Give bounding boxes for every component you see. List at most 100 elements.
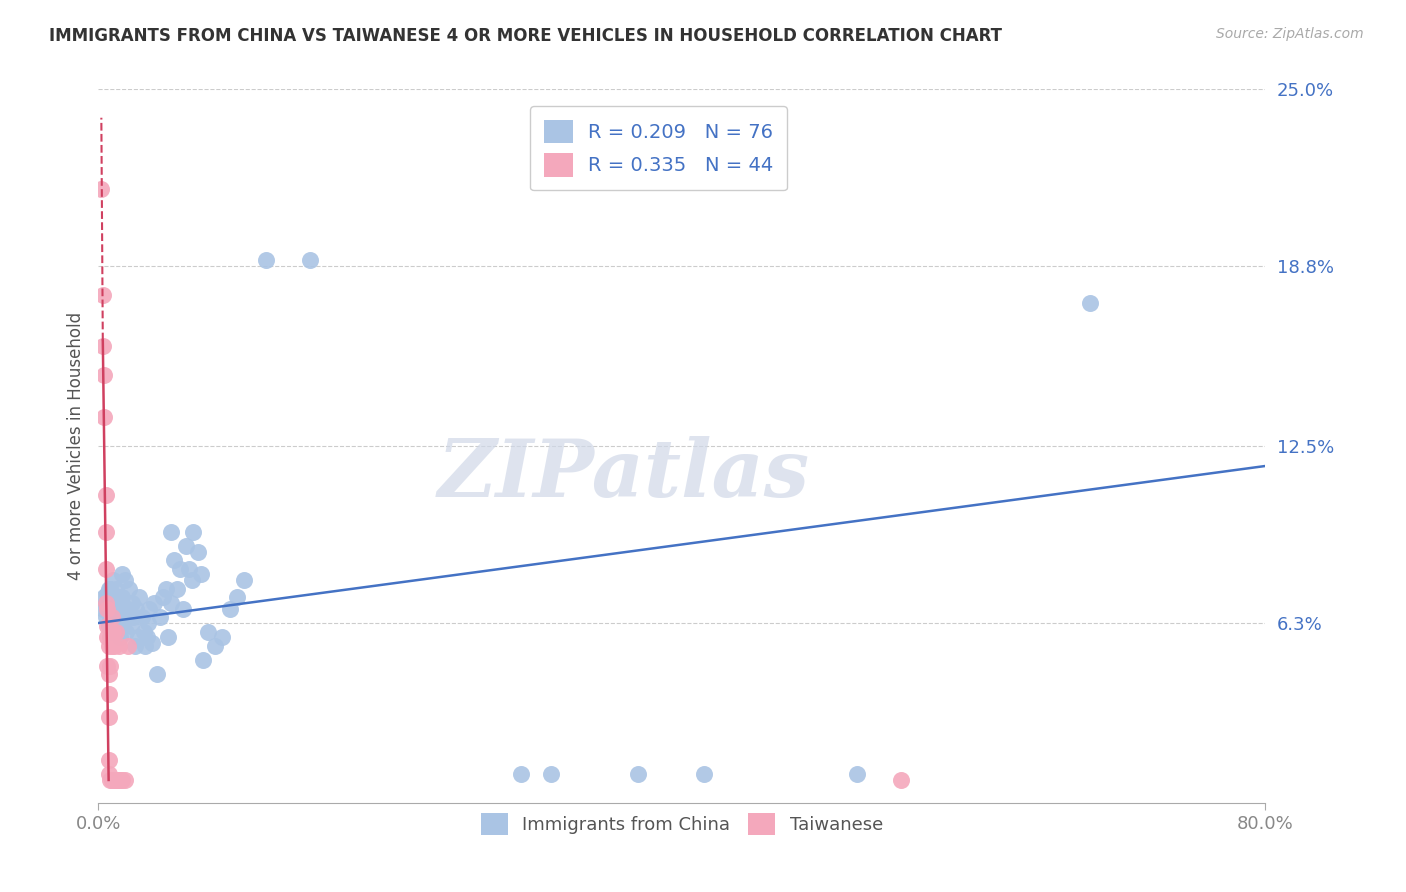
Point	[146, 667, 169, 681]
Point	[120, 619, 142, 633]
Point	[101, 596, 124, 610]
Point	[169, 562, 191, 576]
Point	[163, 553, 186, 567]
Point	[117, 639, 139, 653]
Point	[97, 582, 120, 596]
Point	[98, 772, 121, 787]
Point	[97, 619, 120, 633]
Point	[101, 573, 124, 587]
Point	[177, 562, 200, 576]
Point	[100, 639, 122, 653]
Point	[187, 544, 209, 558]
Point	[540, 767, 562, 781]
Point	[110, 601, 132, 615]
Point	[104, 582, 127, 596]
Point	[197, 624, 219, 639]
Point	[96, 601, 118, 615]
Point	[121, 596, 143, 610]
Point	[211, 630, 233, 644]
Point	[91, 287, 114, 301]
Point	[103, 639, 125, 653]
Y-axis label: 4 or more Vehicles in Household: 4 or more Vehicles in Household	[66, 312, 84, 580]
Point	[103, 591, 125, 605]
Point	[1080, 296, 1102, 310]
Point	[127, 630, 149, 644]
Point	[114, 772, 136, 787]
Point	[97, 753, 120, 767]
Point	[105, 596, 128, 610]
Point	[181, 524, 204, 539]
Point	[124, 639, 146, 653]
Point	[105, 772, 128, 787]
Point	[104, 601, 127, 615]
Point	[108, 639, 131, 653]
Point	[90, 182, 112, 196]
Point	[98, 610, 121, 624]
Point	[110, 772, 132, 787]
Point	[96, 630, 118, 644]
Point	[142, 596, 165, 610]
Point	[111, 567, 134, 582]
Point	[122, 610, 145, 624]
Point	[97, 601, 120, 615]
Point	[180, 573, 202, 587]
Point	[104, 772, 127, 787]
Point	[218, 601, 240, 615]
Point	[128, 591, 150, 605]
Point	[254, 253, 277, 268]
Point	[115, 624, 138, 639]
Point	[114, 573, 136, 587]
Point	[98, 582, 121, 596]
Point	[627, 767, 650, 781]
Point	[204, 639, 226, 653]
Point	[97, 710, 120, 724]
Point	[96, 587, 118, 601]
Point	[101, 624, 124, 639]
Point	[91, 339, 114, 353]
Point	[100, 772, 122, 787]
Point	[155, 582, 177, 596]
Point	[298, 253, 321, 268]
Point	[97, 767, 120, 781]
Point	[112, 610, 135, 624]
Point	[693, 767, 716, 781]
Point	[94, 596, 117, 610]
Point	[160, 524, 183, 539]
Point	[98, 630, 121, 644]
Point	[100, 624, 122, 639]
Point	[193, 653, 215, 667]
Point	[172, 601, 194, 615]
Point	[131, 610, 153, 624]
Point	[98, 658, 121, 673]
Point	[157, 630, 180, 644]
Point	[233, 573, 256, 587]
Point	[110, 630, 132, 644]
Point	[96, 658, 118, 673]
Point	[108, 591, 131, 605]
Point	[100, 610, 122, 624]
Point	[93, 410, 115, 425]
Point	[101, 610, 124, 624]
Point	[149, 610, 172, 624]
Point	[846, 767, 869, 781]
Point	[135, 630, 157, 644]
Point	[93, 368, 115, 382]
Point	[97, 667, 120, 681]
Point	[94, 596, 117, 610]
Point	[136, 615, 159, 630]
Point	[510, 767, 533, 781]
Point	[94, 610, 117, 624]
Point	[141, 636, 163, 650]
Point	[118, 582, 141, 596]
Point	[97, 639, 120, 653]
Point	[125, 601, 148, 615]
Text: IMMIGRANTS FROM CHINA VS TAIWANESE 4 OR MORE VEHICLES IN HOUSEHOLD CORRELATION C: IMMIGRANTS FROM CHINA VS TAIWANESE 4 OR …	[49, 27, 1002, 45]
Point	[97, 687, 120, 701]
Text: Source: ZipAtlas.com: Source: ZipAtlas.com	[1216, 27, 1364, 41]
Point	[94, 524, 117, 539]
Point	[160, 596, 183, 610]
Point	[105, 624, 128, 639]
Legend: Immigrants from China, Taiwanese: Immigrants from China, Taiwanese	[471, 804, 893, 844]
Point	[111, 772, 134, 787]
Point	[117, 601, 139, 615]
